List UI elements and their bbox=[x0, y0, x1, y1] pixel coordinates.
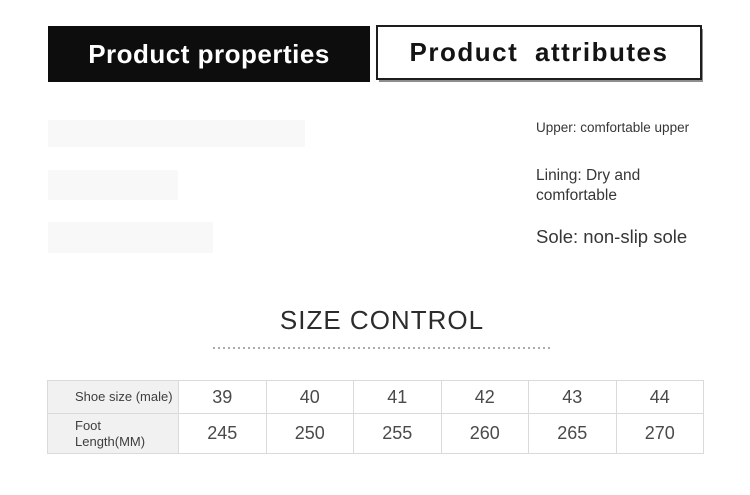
redacted-text-block bbox=[48, 222, 213, 253]
size-control-section: SIZE CONTROL bbox=[213, 305, 551, 349]
tab-product-attributes[interactable]: Product attributes bbox=[376, 25, 702, 80]
redacted-text-block bbox=[48, 170, 178, 200]
size-control-title: SIZE CONTROL bbox=[279, 305, 485, 335]
value-cell: 265 bbox=[528, 413, 617, 454]
size-table: Shoe size (male) 39 40 41 42 43 44 Foot Length(… bbox=[47, 380, 704, 454]
attribute-sole: Sole: non-slip sole bbox=[536, 226, 688, 247]
table-row: Foot Length(MM) 245 250 255 260 265 270 bbox=[47, 413, 704, 454]
value-cell: 42 bbox=[440, 380, 529, 414]
size-table-body: Shoe size (male) 39 40 41 42 43 44 Foot Length(… bbox=[47, 380, 704, 454]
value-cell: 41 bbox=[353, 380, 442, 414]
tab-product-properties-label: Product properties bbox=[88, 38, 330, 69]
redacted-text-block bbox=[48, 120, 305, 147]
value-cell: 250 bbox=[265, 413, 354, 454]
value-cell: 44 bbox=[615, 380, 704, 414]
attribute-upper: Upper: comfortable upper bbox=[536, 120, 690, 135]
value-cell: 40 bbox=[265, 380, 354, 414]
table-row: Shoe size (male) 39 40 41 42 43 44 bbox=[47, 380, 704, 414]
row-label-cell: Shoe size (male) bbox=[47, 380, 179, 414]
size-table-grid: Shoe size (male) 39 40 41 42 43 44 Foot Length(… bbox=[47, 380, 704, 454]
attribute-lining: Lining: Dry and comfortable bbox=[536, 167, 641, 204]
tab-product-attributes-label: Product attributes bbox=[409, 37, 669, 67]
value-cell: 245 bbox=[178, 413, 267, 454]
value-cell: 260 bbox=[440, 413, 529, 454]
value-cell: 39 bbox=[178, 380, 267, 414]
dotted-divider bbox=[213, 347, 551, 349]
value-cell: 270 bbox=[615, 413, 704, 454]
row-label-cell: Foot Length(MM) bbox=[47, 413, 179, 454]
value-cell: 43 bbox=[528, 380, 617, 414]
value-cell: 255 bbox=[353, 413, 442, 454]
tab-product-properties[interactable]: Product properties bbox=[48, 26, 370, 82]
